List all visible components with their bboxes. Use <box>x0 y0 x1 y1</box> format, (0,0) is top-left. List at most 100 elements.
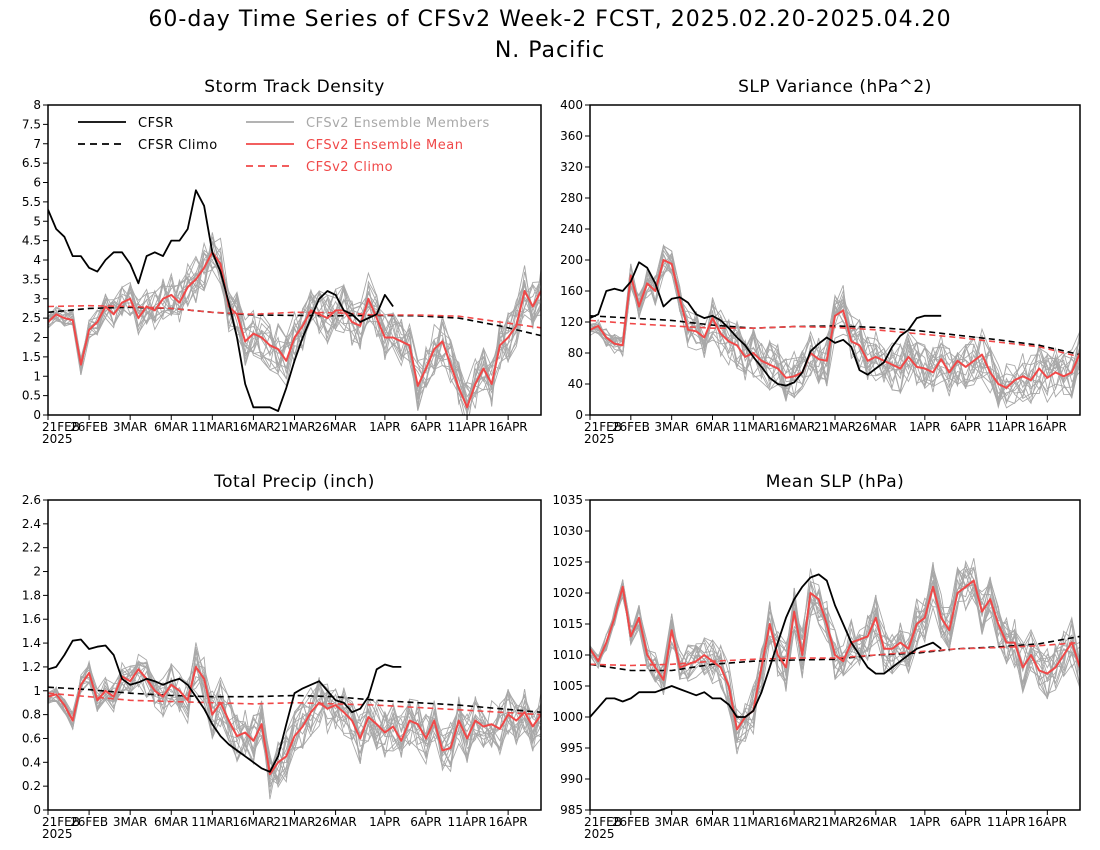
ensemble-member-line <box>48 246 541 406</box>
cfsv2-climo-line <box>48 692 541 716</box>
x-tick-label: 26MAR <box>855 815 897 829</box>
ensemble-member-line <box>590 245 1080 400</box>
ensemble-member-line <box>48 253 541 398</box>
y-tick-label: 3 <box>33 292 41 306</box>
ensemble-member-line <box>48 240 541 415</box>
plot-area <box>590 558 1080 755</box>
y-tick-label: 160 <box>560 284 583 298</box>
cfsv2-climo-line <box>590 641 1080 667</box>
ensemble-member-line <box>590 566 1080 730</box>
y-tick-label: 280 <box>560 191 583 205</box>
ensemble-member-line <box>48 236 541 398</box>
y-tick-label: 1.2 <box>22 660 41 674</box>
y-tick-label: 0 <box>575 408 583 422</box>
x-tick-label: 26FEB <box>70 420 108 434</box>
x-tick-label: 11MAR <box>191 420 233 434</box>
legend: CFSR CFSR Climo CFSv2 Ensemble Members CFSv… <box>78 116 489 175</box>
x-tick-label: 16APR <box>489 420 528 434</box>
y-tick-label: 0.6 <box>22 731 41 745</box>
x-tick-label: 26FEB <box>612 420 650 434</box>
x-year-label: 2025 <box>584 432 615 446</box>
x-tick-label: 21FEB <box>42 420 80 434</box>
y-tick-label: 1015 <box>552 617 583 631</box>
ensemble-member-line <box>48 257 541 400</box>
y-tick-label: 0.5 <box>22 389 41 403</box>
y-tick-label: 1020 <box>552 586 583 600</box>
ensemble-member-line <box>48 249 541 407</box>
ensemble-member-line <box>48 241 541 411</box>
x-tick-label: 11MAR <box>732 815 774 829</box>
x-tick-label: 26FEB <box>612 815 650 829</box>
x-tick-label: 3MAR <box>654 815 689 829</box>
x-tick-label: 1APR <box>369 815 400 829</box>
ensemble-member-line <box>590 260 1080 409</box>
y-tick-label: 5 <box>33 214 41 228</box>
ensemble-mean-line <box>48 665 541 776</box>
y-tick-label: 2 <box>33 565 41 579</box>
y-tick-label: 360 <box>560 129 583 143</box>
y-tick-label: 120 <box>560 315 583 329</box>
legend-cfsr-climo-label: CFSR Climo <box>138 138 218 153</box>
ensemble-mean-line <box>590 259 1080 389</box>
figure-subtitle: N. Pacific <box>495 38 605 63</box>
x-tick-label: 16MAR <box>773 815 815 829</box>
x-tick-label: 16MAR <box>232 815 274 829</box>
ensemble-member-line <box>48 261 541 406</box>
y-tick-label: 320 <box>560 160 583 174</box>
x-tick-label: 6MAR <box>154 815 189 829</box>
x-tick-label: 6APR <box>410 815 441 829</box>
ensemble-member-line <box>590 564 1080 736</box>
y-tick-label: 1035 <box>552 493 583 507</box>
panel-title: Mean SLP (hPa) <box>766 472 905 492</box>
panel-title: Total Precip (inch) <box>213 472 375 492</box>
cfsv2-climo-line <box>590 319 1080 358</box>
x-tick-label: 21FEB <box>42 815 80 829</box>
x-tick-label: 11MAR <box>191 815 233 829</box>
y-tick-label: 0 <box>33 408 41 422</box>
cfsr-climo-line <box>590 315 1080 356</box>
ensemble-member-line <box>590 565 1080 755</box>
x-tick-label: 26MAR <box>314 815 356 829</box>
x-tick-label: 11APR <box>987 815 1026 829</box>
x-year-label: 2025 <box>42 432 73 446</box>
y-tick-label: 0.4 <box>22 755 41 769</box>
cfsr-climo-line <box>590 635 1080 672</box>
cfsr-climo-line <box>48 686 541 713</box>
y-tick-label: 240 <box>560 222 583 236</box>
legend-mean-label: CFSv2 Ensemble Mean <box>306 138 463 153</box>
y-tick-label: 1.4 <box>22 636 41 650</box>
chart-panel-1: Storm Track Density 0 0.5 1 1.5 2 2.5 3 3.5 4 4.5 5… <box>22 77 542 446</box>
ensemble-member-line <box>48 642 541 784</box>
y-tick-label: 3.5 <box>22 272 41 286</box>
legend-cfsr-label: CFSR <box>138 116 174 131</box>
plot-area <box>48 189 541 415</box>
panel-title: Storm Track Density <box>204 77 385 97</box>
y-tick-label: 80 <box>568 346 583 360</box>
y-tick-label: 1010 <box>552 648 583 662</box>
y-tick-label: 1000 <box>552 710 583 724</box>
x-tick-label: 21MAR <box>273 815 315 829</box>
y-tick-label: 1025 <box>552 555 583 569</box>
cfsr-line <box>590 573 942 718</box>
x-tick-label: 6APR <box>950 420 981 434</box>
x-tick-label: 6APR <box>410 420 441 434</box>
plot-frame <box>47 104 542 416</box>
x-tick-label: 21MAR <box>273 420 315 434</box>
ensemble-member-line <box>590 562 1080 735</box>
ensemble-member-line <box>590 558 1080 741</box>
y-tick-label: 200 <box>560 253 583 267</box>
x-tick-label: 16MAR <box>773 420 815 434</box>
y-tick-label: 1 <box>33 684 41 698</box>
x-tick-label: 3MAR <box>654 420 689 434</box>
chart-panel-3: Total Precip (inch) 0 0.2 0.4 0.6 0.8 1 1.2 1.4 1… <box>22 472 542 841</box>
ensemble-member-line <box>48 664 541 785</box>
ensemble-member-line <box>48 251 541 415</box>
x-tick-label: 16MAR <box>232 420 274 434</box>
x-year-label: 2025 <box>584 827 615 841</box>
plot-area <box>48 638 541 800</box>
panel-title: SLP Variance (hPa^2) <box>738 77 932 97</box>
y-tick-label: 0.2 <box>22 779 41 793</box>
x-tick-label: 6MAR <box>695 420 730 434</box>
x-tick-label: 16APR <box>1028 420 1067 434</box>
